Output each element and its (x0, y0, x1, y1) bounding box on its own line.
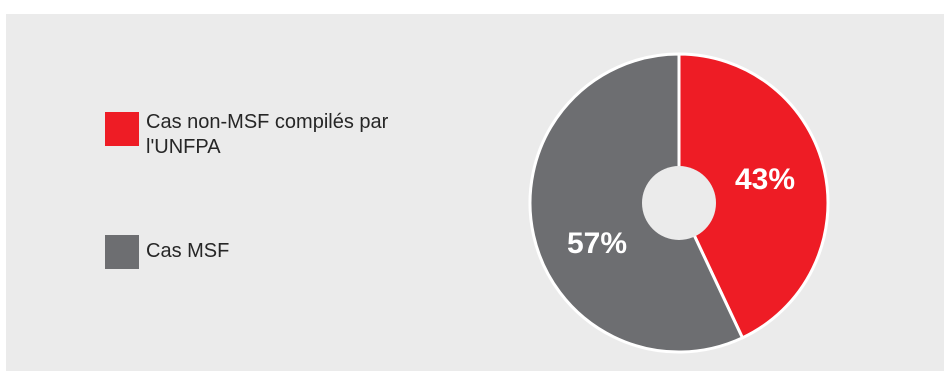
pie-slice-non-msf (677, 52, 830, 340)
legend-label-non-msf: Cas non-MSF compilés par l'UNFPA (146, 111, 389, 158)
pie-value-labels: 43% 57% (567, 163, 795, 260)
legend-swatch-msf (105, 235, 139, 269)
pie-label-non-msf: 43% (735, 163, 795, 196)
pie-slices (528, 52, 830, 354)
legend-swatch-non-msf (105, 112, 139, 146)
pie-center-hole (642, 166, 716, 240)
legend-item-msf: Cas MSF (105, 235, 446, 269)
legend-item-non-msf: Cas non-MSF compilés par l'UNFPA (105, 111, 446, 160)
pie-slice-msf (528, 52, 744, 354)
legend-label-msf: Cas MSF (146, 240, 230, 262)
pie-label-msf: 57% (567, 227, 627, 260)
